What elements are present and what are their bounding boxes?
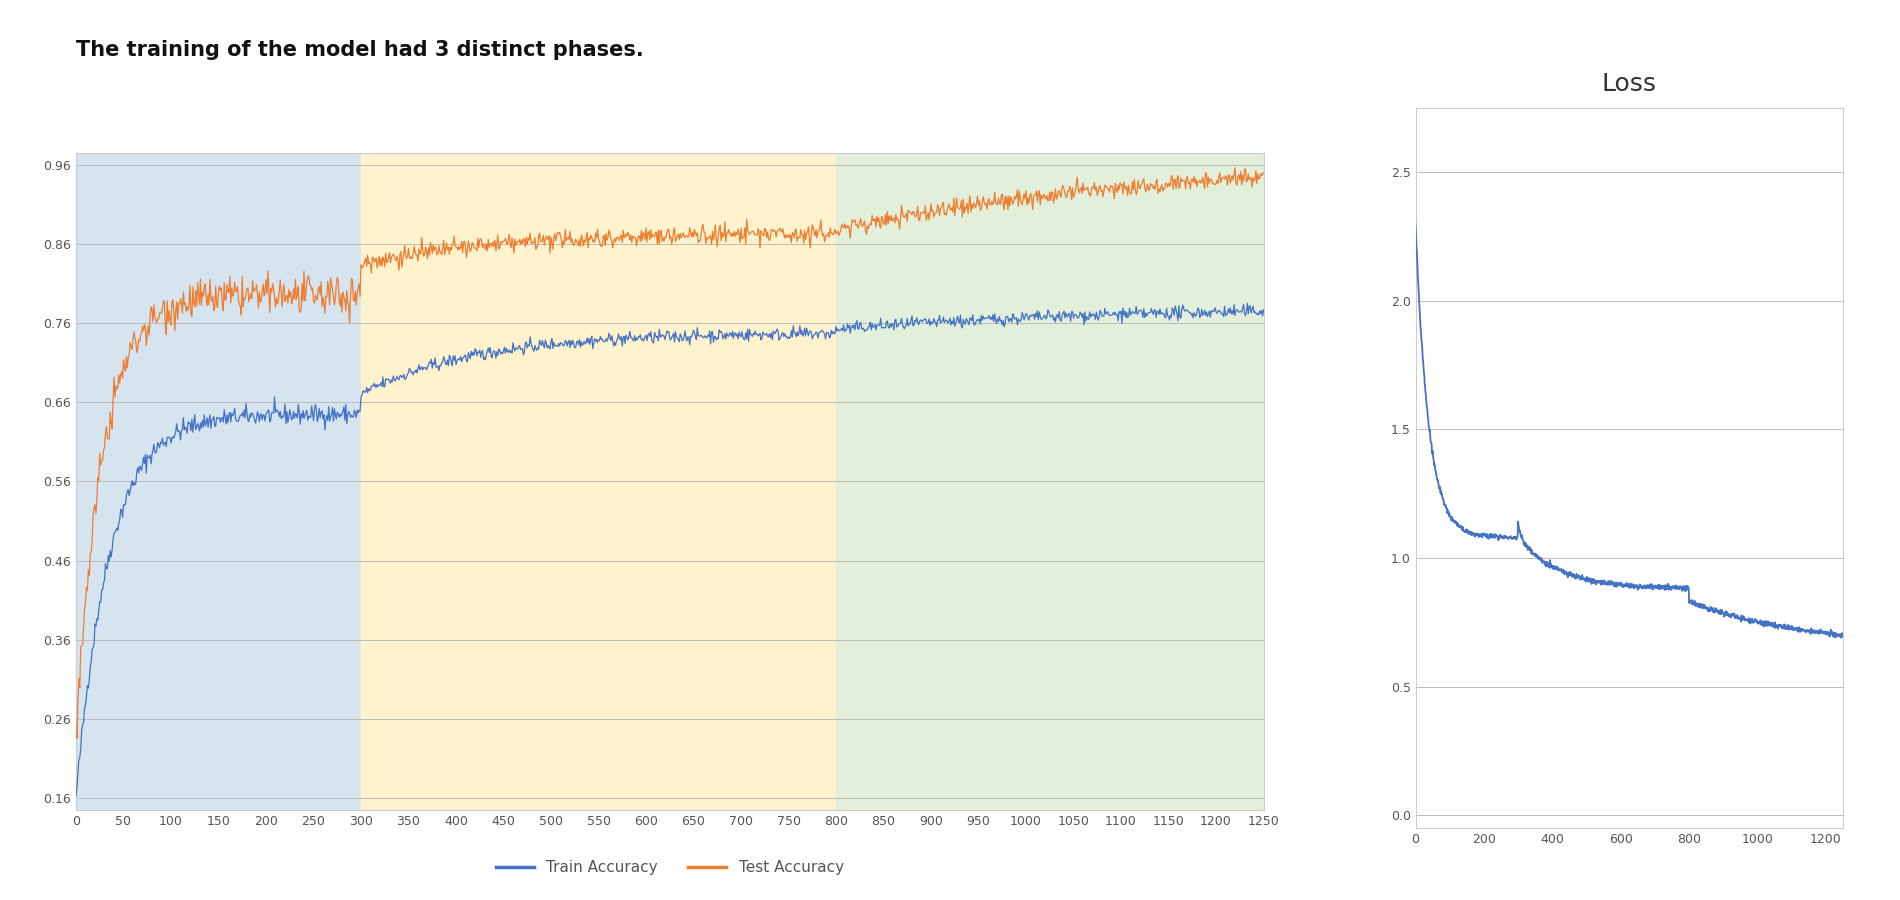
Text: The training of the model had 3 distinct phases.: The training of the model had 3 distinct… — [76, 40, 644, 60]
Bar — [76, 153, 361, 810]
Bar — [361, 153, 836, 810]
Bar — [836, 153, 1264, 810]
Title: Loss: Loss — [1602, 72, 1657, 96]
Legend: Train Accuracy, Test Accuracy: Train Accuracy, Test Accuracy — [490, 854, 849, 881]
